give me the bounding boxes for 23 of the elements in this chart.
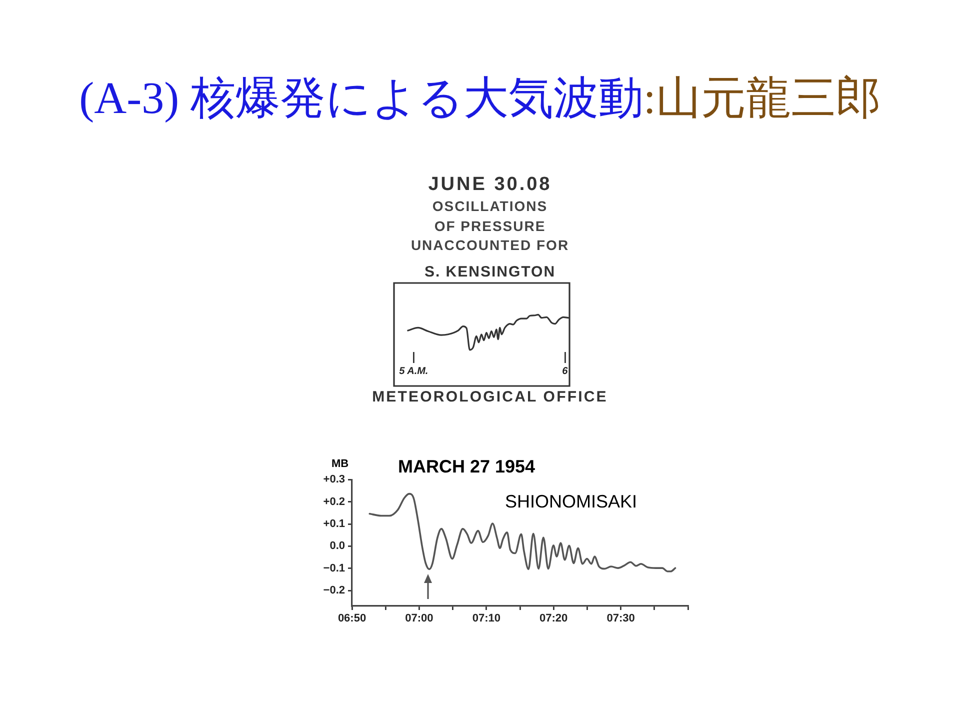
x-tick-label: 06:50 — [338, 612, 366, 625]
x-tick-label: 07:00 — [405, 612, 434, 625]
y-tick-label: −0.1 — [323, 562, 345, 574]
x-tick-label: 07:20 — [540, 612, 568, 625]
y-tick-label: +0.3 — [323, 474, 345, 486]
x-tick-label: 6 — [562, 366, 568, 377]
x-tick-label: 5 A.M. — [399, 366, 428, 377]
y-tick-label: −0.2 — [323, 584, 345, 597]
y-tick-label: 0.0 — [330, 540, 345, 552]
y-tick-label: +0.1 — [323, 518, 345, 530]
x-tick-label: 07:10 — [472, 612, 500, 625]
chart-title: MARCH 27 1954 — [398, 456, 536, 478]
x-tick-label: 07:30 — [606, 612, 635, 625]
y-axis-title: MB — [331, 458, 349, 470]
text: S. KENSINGTON — [424, 264, 556, 280]
chart-subtitle: OSCILLATIONS OF PRESSURE UNACCOUNTED FOR — [410, 196, 570, 255]
chart-title: JUNE 30.08 — [428, 174, 552, 196]
annotation: SHIONOMISAKI — [505, 492, 638, 512]
text: :山元龍三郎 — [643, 73, 881, 123]
text: METEOROLOGICAL OFFICE — [372, 388, 608, 406]
line-series — [368, 492, 676, 572]
y-tick-label: +0.2 — [323, 496, 345, 508]
text: (A-3) 核爆発による大気波動 — [79, 73, 644, 123]
